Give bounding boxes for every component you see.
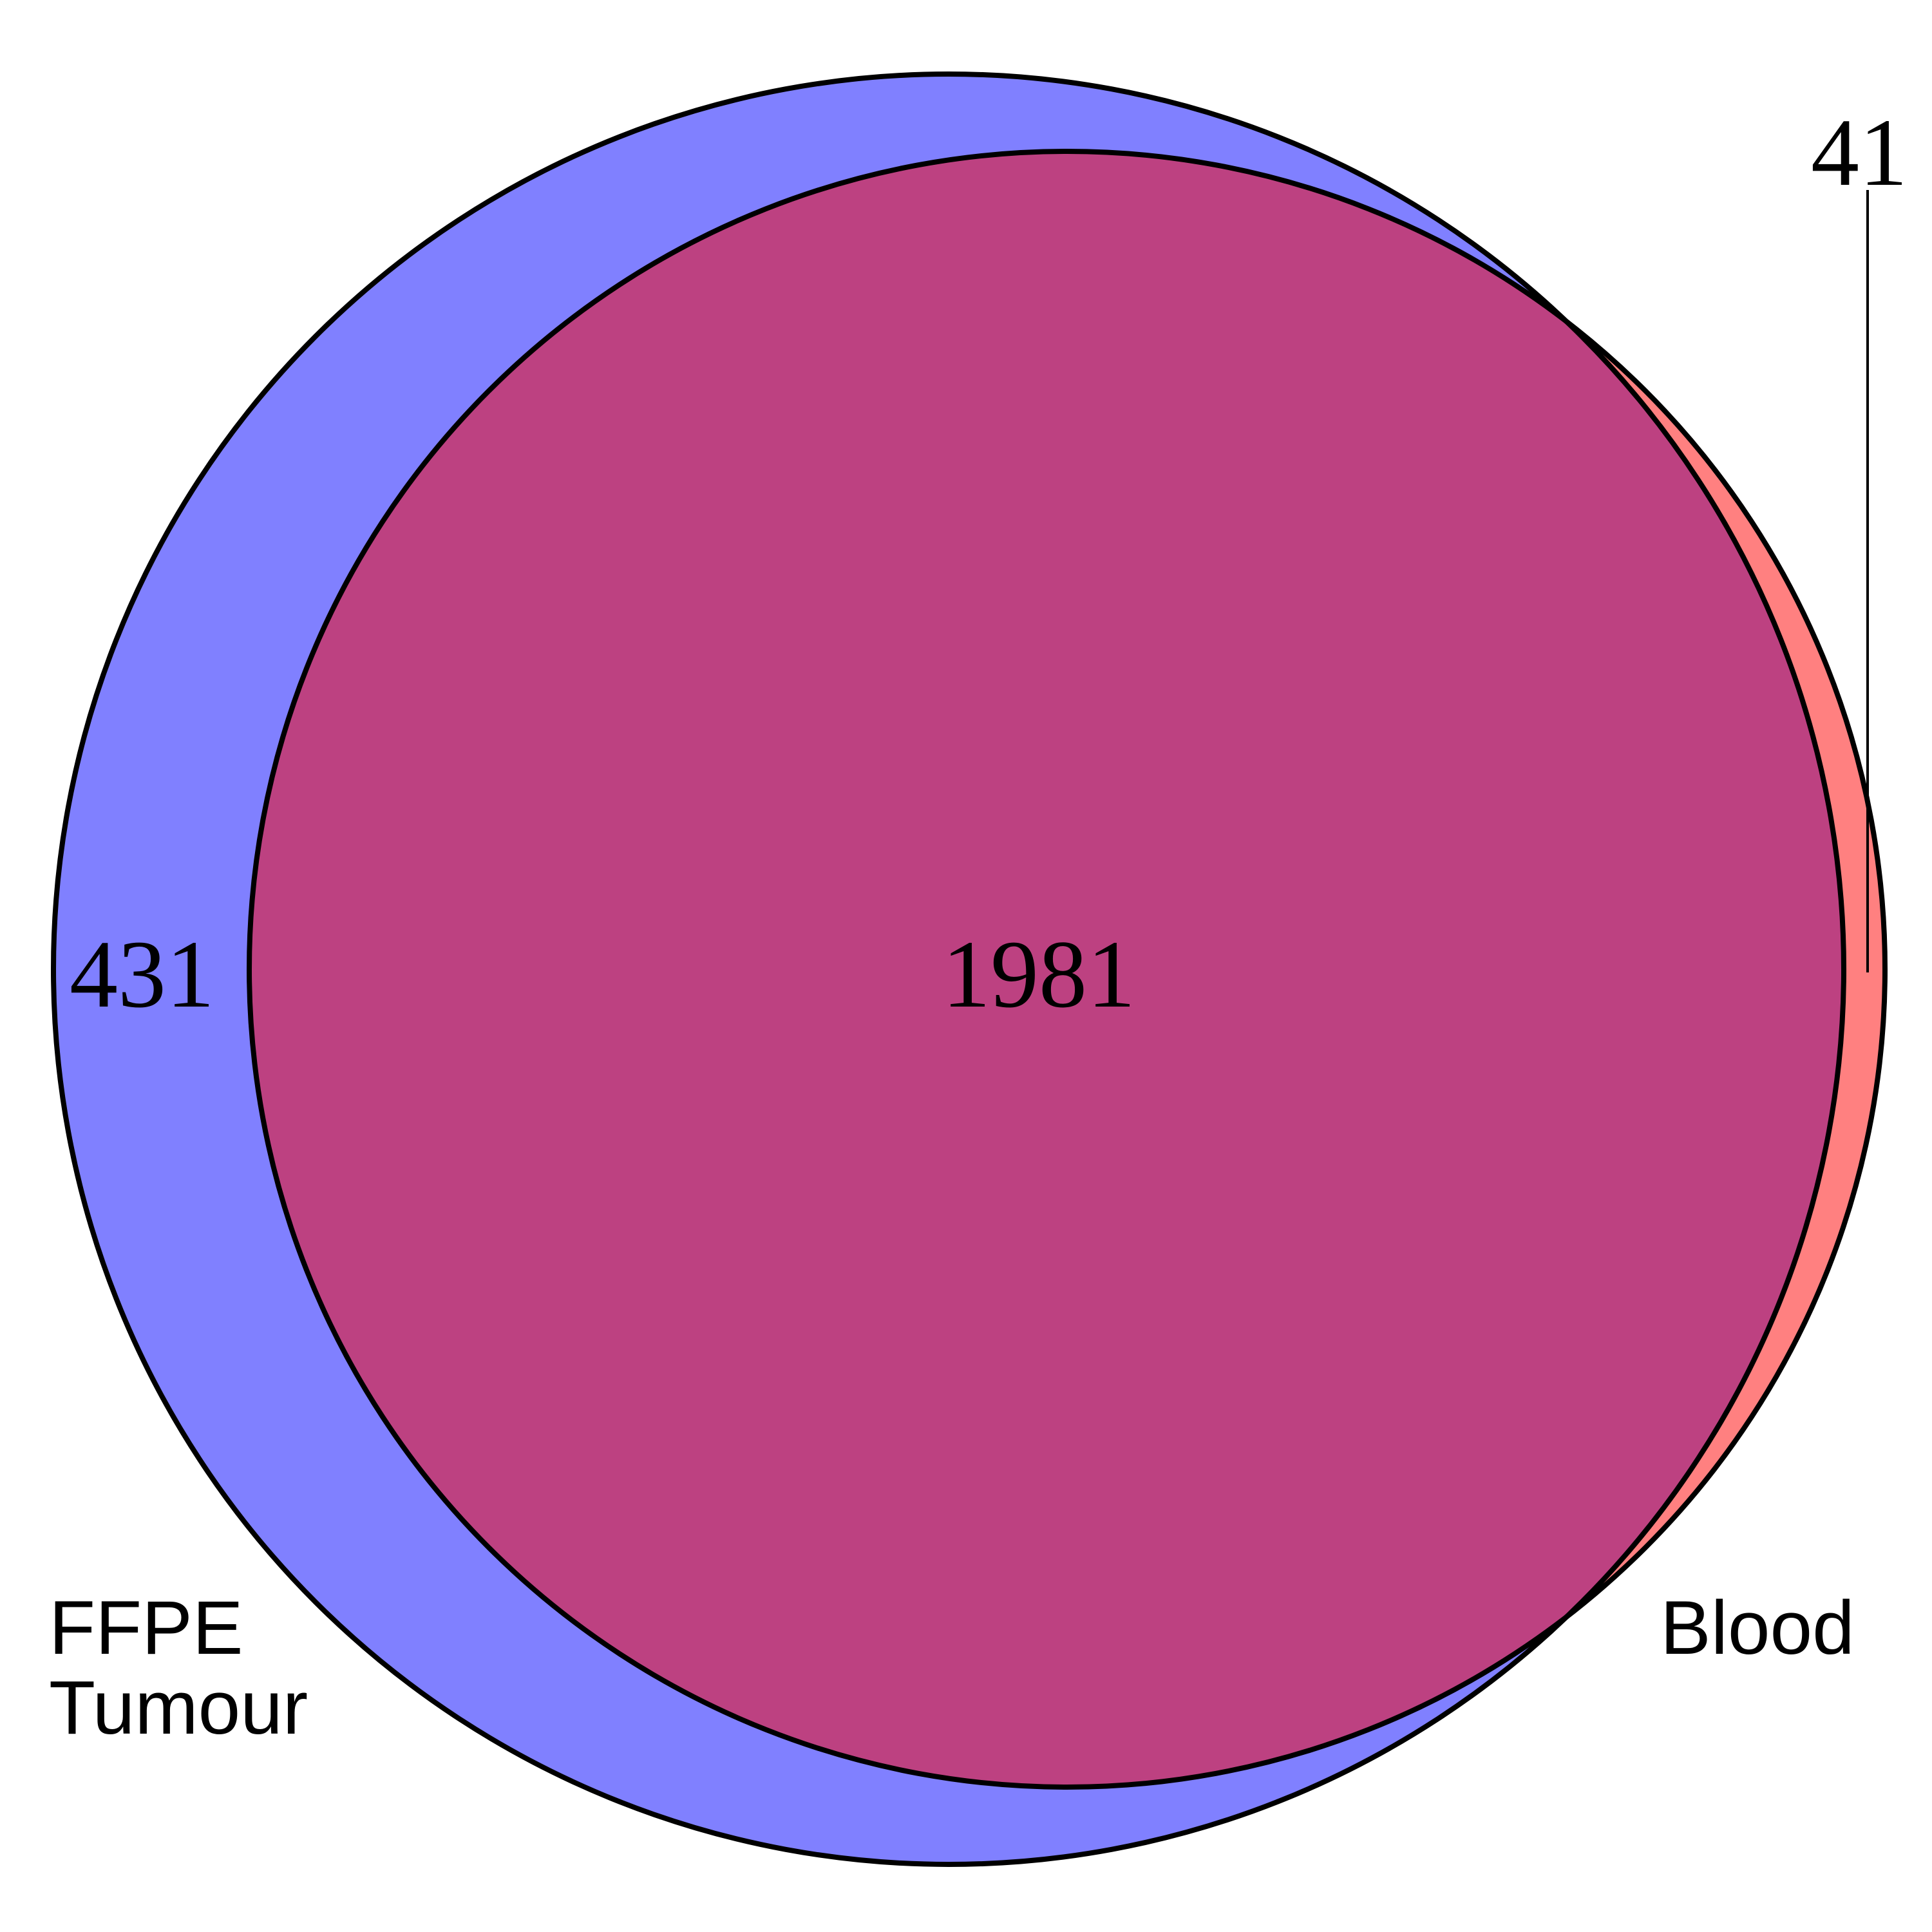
ffpe-outline <box>51 71 1846 1867</box>
ffpe-only-count: 431 <box>70 921 214 1028</box>
blood-label: Blood <box>1660 1586 1855 1671</box>
intersection-count: 1981 <box>942 921 1135 1028</box>
ffpe-label-line2: Tumour <box>49 1665 308 1750</box>
blood-only-count: 41 <box>1811 99 1908 206</box>
blood-outline <box>247 149 1888 1790</box>
intersection-region <box>249 151 1844 1787</box>
ffpe-label: FFPE <box>49 1586 243 1671</box>
